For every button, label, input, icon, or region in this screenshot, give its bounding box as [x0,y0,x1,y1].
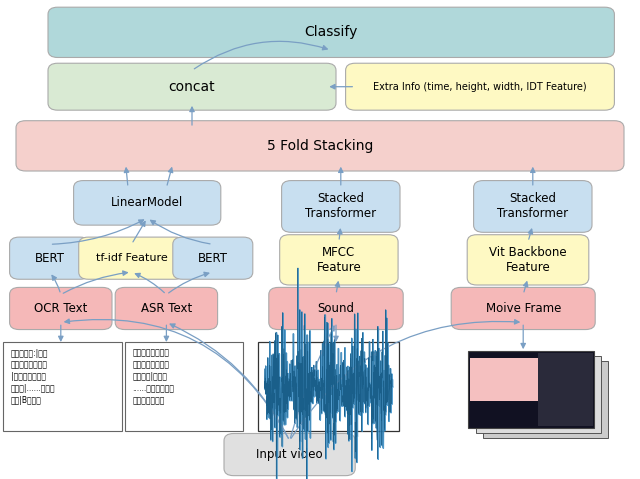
FancyBboxPatch shape [468,351,594,428]
FancyBboxPatch shape [48,63,336,110]
FancyBboxPatch shape [269,287,403,330]
Text: tf-idf Feature: tf-idf Feature [95,253,168,263]
Text: 那些报了高途课堂
直播课的孩子都怎
么样了？|好像给
......点击视频下方
查看详情，买它: 那些报了高途课堂 直播课的孩子都怎 么样了？|好像给 ......点击视频下方 … [132,349,175,405]
Text: Extra Info (time, height, width, IDT Feature): Extra Info (time, height, width, IDT Fea… [373,82,587,91]
FancyBboxPatch shape [224,433,355,476]
FancyBboxPatch shape [125,342,243,431]
FancyBboxPatch shape [173,237,253,279]
Text: concat: concat [169,80,215,94]
FancyBboxPatch shape [10,237,90,279]
FancyBboxPatch shape [280,235,398,285]
FancyBboxPatch shape [258,342,399,431]
Text: Classify: Classify [305,25,358,39]
FancyBboxPatch shape [3,342,122,431]
Text: Input video: Input video [256,448,323,461]
FancyBboxPatch shape [74,181,221,225]
FancyBboxPatch shape [10,287,112,330]
Text: Stacked
Transformer: Stacked Transformer [497,193,568,220]
Text: Sound: Sound [317,302,355,315]
FancyBboxPatch shape [470,358,540,401]
FancyBboxPatch shape [346,63,614,110]
FancyBboxPatch shape [115,287,218,330]
Text: OCR Text: OCR Text [34,302,88,315]
FancyBboxPatch shape [476,356,601,433]
FancyBboxPatch shape [483,361,608,438]
FancyBboxPatch shape [16,121,624,171]
Text: ASR Text: ASR Text [141,302,192,315]
Text: LinearModel: LinearModel [111,196,183,209]
FancyBboxPatch shape [282,181,400,232]
Text: 按规律填空:|不要
再逼孩子写作业了
|你认为孩子写作
业磨蹭|......一年级
下册|B、线段: 按规律填空:|不要 再逼孩子写作业了 |你认为孩子写作 业磨蹭|......一年… [11,349,56,405]
Text: MFCC
Feature: MFCC Feature [317,246,361,274]
Text: BERT: BERT [198,251,228,265]
Text: Stacked
Transformer: Stacked Transformer [305,193,376,220]
Text: Vit Backbone
Feature: Vit Backbone Feature [489,246,567,274]
FancyBboxPatch shape [79,237,184,279]
FancyBboxPatch shape [538,353,593,426]
Text: 5 Fold Stacking: 5 Fold Stacking [267,139,373,153]
FancyBboxPatch shape [451,287,595,330]
Text: BERT: BERT [35,251,65,265]
FancyBboxPatch shape [474,181,592,232]
FancyBboxPatch shape [467,235,589,285]
FancyBboxPatch shape [48,7,614,57]
Text: Moive Frame: Moive Frame [486,302,561,315]
